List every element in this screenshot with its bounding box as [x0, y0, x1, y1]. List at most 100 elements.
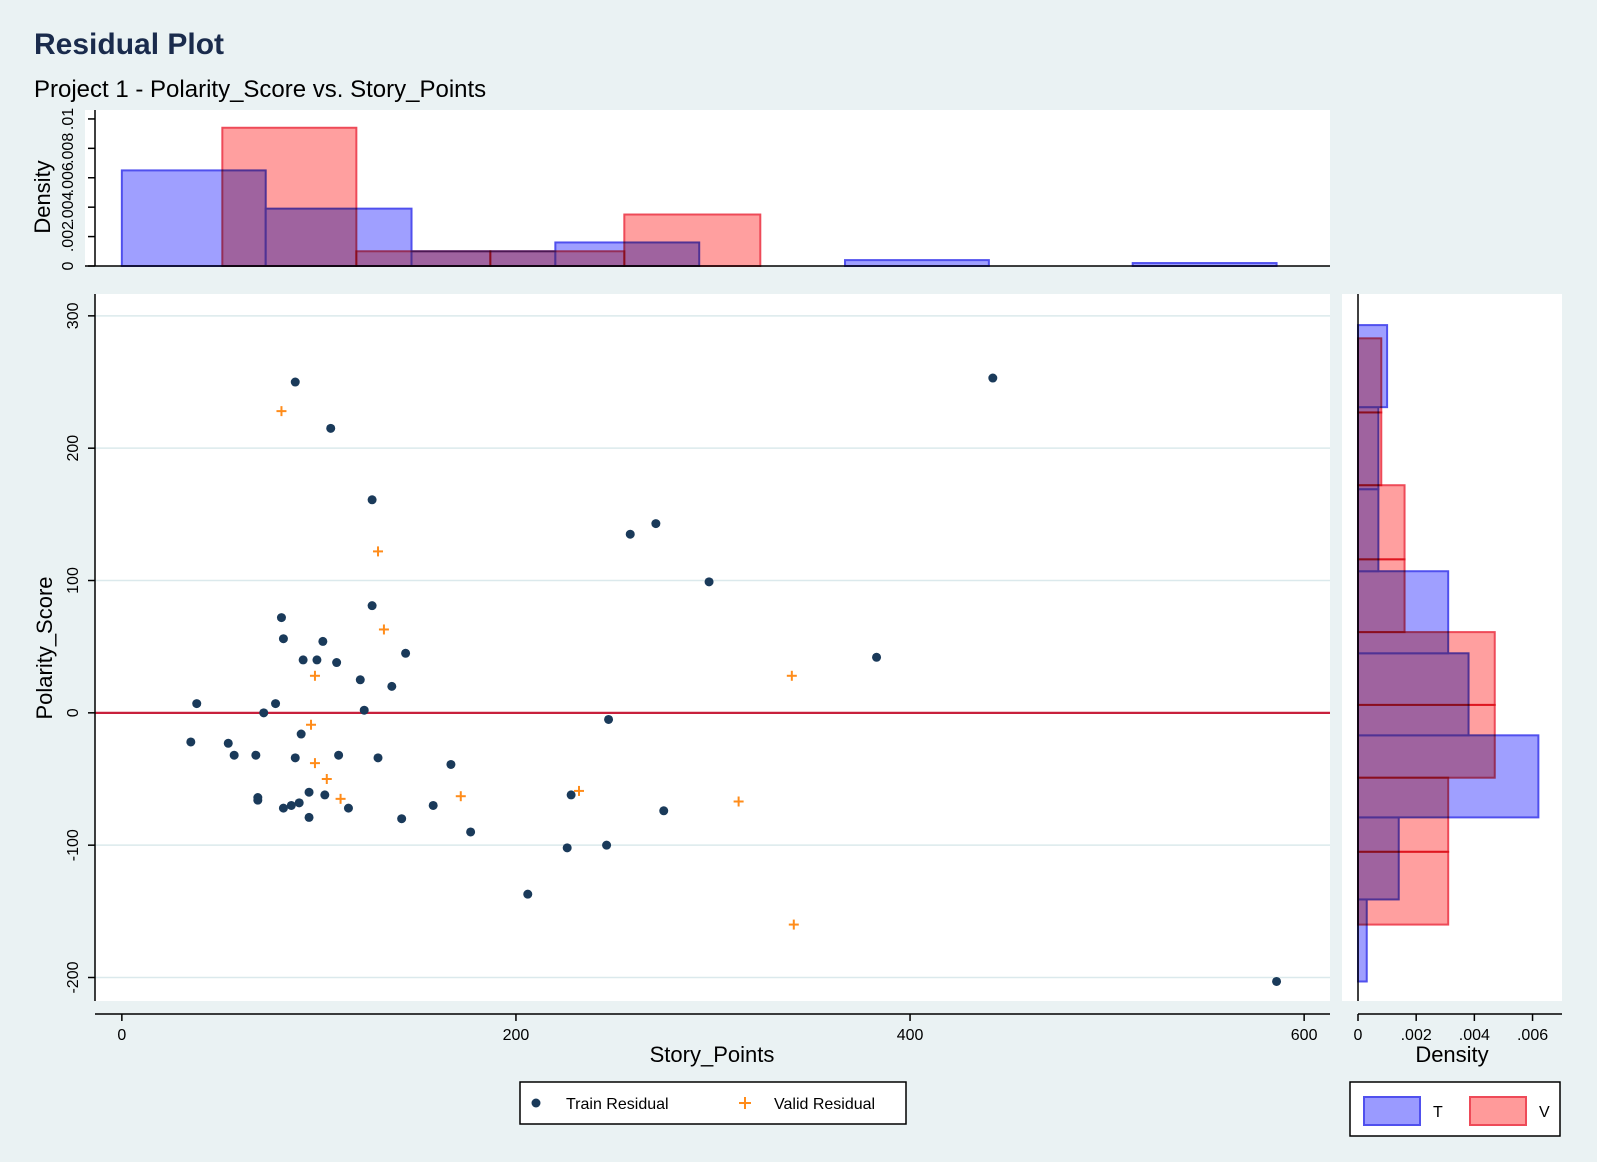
train-residual-point	[566, 790, 576, 800]
valid-residual-point	[788, 919, 799, 930]
right-histogram-bar-V	[1357, 337, 1383, 414]
train-residual-point	[276, 613, 286, 623]
train-residual-point	[651, 519, 661, 529]
train-residual-point	[988, 373, 998, 383]
train-residual-point	[367, 495, 377, 505]
train-residual-point	[294, 798, 304, 808]
legend-v-swatch	[1469, 1096, 1527, 1126]
train-residual-point	[428, 800, 438, 810]
train-residual-point	[446, 759, 456, 769]
right-histogram-bar-V	[1357, 703, 1496, 779]
right-histogram-bar-V	[1357, 850, 1450, 926]
train-residual-point	[271, 699, 281, 709]
train-residual-point	[290, 753, 300, 763]
train-residual-point	[387, 681, 397, 691]
train-residual-point	[355, 675, 365, 685]
train-residual-point	[229, 750, 239, 760]
train-residual-point	[286, 800, 296, 810]
valid-residual-point	[276, 406, 287, 417]
top-histogram-bar-V	[221, 126, 358, 267]
legend-train-label: Train Residual	[566, 1096, 669, 1113]
valid-residual-point	[455, 791, 466, 802]
train-residual-point	[466, 827, 476, 837]
right-histogram-bar-V	[1357, 558, 1406, 634]
train-residual-point	[290, 377, 300, 387]
valid-residual-point	[309, 670, 320, 681]
scatter-y-tick-label: 200	[65, 435, 82, 462]
valid-residual-point	[733, 796, 744, 807]
train-residual-point	[253, 795, 263, 805]
train-residual-point	[397, 814, 407, 824]
valid-residual-point	[309, 758, 320, 769]
train-residual-point	[659, 806, 669, 816]
right-histogram-bar-V	[1357, 411, 1383, 487]
valid-residual-point	[321, 774, 332, 785]
top-histogram: 0 .002.004.006.008 .01 Density	[30, 108, 1330, 270]
scatter-x-tick-label: 200	[503, 1027, 530, 1044]
train-residual-point	[373, 753, 383, 763]
legend-valid-label: Valid Residual	[774, 1096, 875, 1113]
train-residual-point	[304, 787, 314, 797]
chart-title: Residual Plot	[34, 28, 225, 61]
train-residual-point	[278, 803, 288, 813]
train-residual-point	[278, 634, 288, 644]
scatter-legend: Train Residual Valid Residual	[519, 1081, 907, 1125]
train-residual-point	[296, 729, 306, 739]
top-histogram-y-tick-label: .002	[60, 221, 77, 252]
train-residual-point	[192, 699, 202, 709]
valid-residual-point	[378, 624, 389, 635]
top-histogram-bar-T	[844, 259, 990, 267]
right-histogram-bar-V	[1357, 776, 1450, 853]
train-residual-point	[334, 750, 344, 760]
scatter-y-tick-label: -100	[65, 829, 82, 861]
top-histogram-y-tick-label: .004	[60, 192, 77, 223]
legend-valid-marker	[739, 1097, 751, 1109]
legend-t-swatch	[1363, 1096, 1421, 1126]
valid-residual-point	[373, 546, 384, 557]
scatter-y-tick-label: -200	[65, 961, 82, 993]
scatter-y-tick-label: 300	[65, 302, 82, 329]
train-residual-point	[625, 529, 635, 539]
scatter-legend-box	[519, 1081, 907, 1125]
train-residual-point	[326, 423, 336, 433]
scatter-y-axis-label: Polarity_Score	[32, 576, 57, 719]
train-residual-point	[223, 738, 233, 748]
right-histogram-x-tick-label: .004	[1459, 1027, 1490, 1044]
train-residual-point	[259, 708, 269, 718]
right-histogram-x-axis-label: Density	[1415, 1042, 1488, 1067]
scatter-x-tick-label: 600	[1291, 1027, 1318, 1044]
train-residual-point	[602, 840, 612, 850]
train-residual-point	[401, 648, 411, 658]
valid-residual-point	[306, 719, 317, 730]
right-histogram-x-tick-label: .002	[1401, 1027, 1432, 1044]
train-residual-point	[251, 750, 261, 760]
scatter-plot: 0 200 400 600 -200 -100 0 100 200 300 Story_Poin…	[32, 294, 1330, 1067]
top-histogram-y-axis-label: Density	[30, 160, 55, 233]
top-histogram-bar-V	[355, 250, 492, 267]
train-residual-point	[304, 812, 314, 822]
train-residual-point	[312, 655, 322, 665]
train-residual-point	[186, 737, 196, 747]
right-histogram-bar-V	[1357, 484, 1406, 561]
top-histogram-y-tick-label: .01	[60, 108, 77, 130]
train-residual-point	[562, 843, 572, 853]
right-histogram: 0 .002 .004 .006 Density	[1342, 294, 1562, 1067]
legend-train-marker	[531, 1098, 541, 1108]
scatter-y-tick-label: 100	[65, 567, 82, 594]
scatter-x-axis-label: Story_Points	[650, 1042, 775, 1067]
right-histogram-x-tick-label: 0	[1354, 1027, 1363, 1044]
scatter-y-tick-label: 0	[65, 708, 82, 717]
train-residual-point	[704, 577, 714, 587]
histogram-legend: T V	[1349, 1081, 1561, 1137]
top-histogram-bar-V	[623, 213, 762, 268]
train-residual-point	[367, 601, 377, 611]
train-residual-point	[318, 636, 328, 646]
valid-residual-point	[786, 670, 797, 681]
train-residual-point	[872, 652, 882, 662]
train-residual-point	[359, 705, 369, 715]
right-histogram-bar-V	[1357, 631, 1496, 706]
train-residual-point	[1272, 976, 1282, 986]
scatter-x-tick-label: 0	[117, 1027, 126, 1044]
train-residual-point	[604, 714, 614, 724]
